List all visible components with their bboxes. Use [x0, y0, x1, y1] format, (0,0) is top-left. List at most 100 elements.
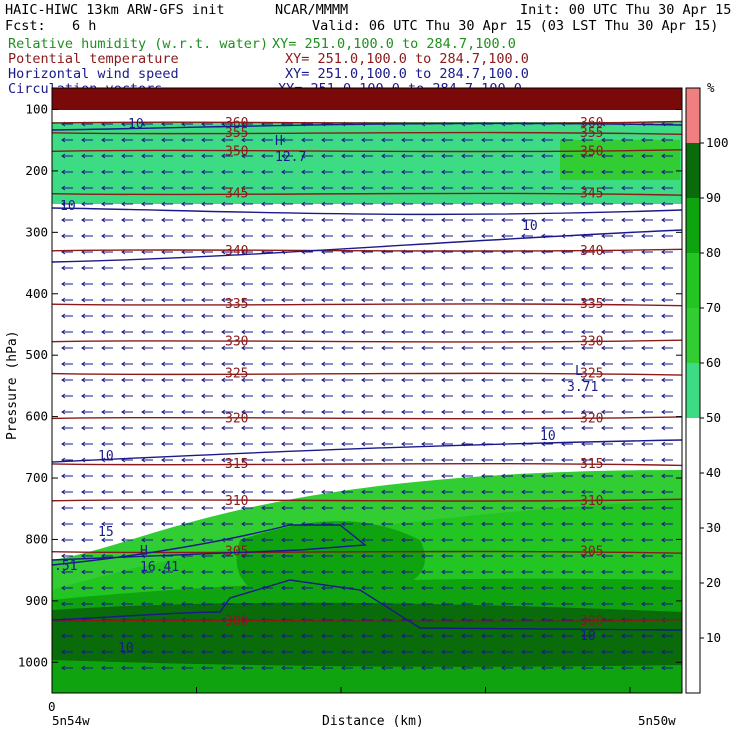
circulation-vector-head	[361, 601, 366, 607]
circulation-vector-head	[421, 185, 426, 191]
circulation-vector-head	[561, 393, 566, 399]
circulation-vector-head	[401, 217, 406, 223]
circulation-vector-head	[361, 425, 366, 431]
circulation-vector-head	[181, 297, 186, 303]
circulation-vector-head	[661, 457, 666, 463]
circulation-vector-head	[421, 665, 426, 671]
circulation-vector-head	[121, 201, 126, 207]
circulation-vector-head	[541, 169, 546, 175]
circulation-vector-head	[401, 233, 406, 239]
colorbar-tick-label: 30	[706, 520, 721, 535]
circulation-vector-head	[621, 585, 626, 591]
circulation-vector-head	[541, 377, 546, 383]
circulation-vector-head	[281, 521, 286, 527]
circulation-vector-head	[281, 265, 286, 271]
circulation-vector-head	[181, 185, 186, 191]
circulation-vector-head	[201, 169, 206, 175]
theta-contour-label: 315	[225, 457, 248, 472]
circulation-vector-head	[441, 425, 446, 431]
circulation-vector-head	[341, 201, 346, 207]
circulation-vector-head	[201, 425, 206, 431]
circulation-vector-head	[321, 217, 326, 223]
circulation-vector-head	[241, 265, 246, 271]
circulation-vector-head	[301, 393, 306, 399]
circulation-vector-head	[261, 329, 266, 335]
circulation-vector-head	[461, 585, 466, 591]
circulation-vector-head	[161, 297, 166, 303]
circulation-vector-head	[341, 569, 346, 575]
circulation-vector-head	[401, 585, 406, 591]
circulation-vector-head	[641, 537, 646, 543]
circulation-vector-head	[181, 649, 186, 655]
theta-contour-label: 325	[225, 367, 248, 382]
theta-label-pad	[223, 142, 253, 156]
circulation-vector-head	[501, 265, 506, 271]
circulation-vector-head	[101, 665, 106, 671]
circulation-vector-head	[621, 537, 626, 543]
circulation-vector-head	[581, 457, 586, 463]
circulation-vector-head	[501, 169, 506, 175]
circulation-vector-head	[581, 569, 586, 575]
circulation-vector-head	[641, 505, 646, 511]
circulation-vector-head	[121, 537, 126, 543]
circulation-vector-head	[521, 393, 526, 399]
circulation-vector-head	[241, 409, 246, 415]
circulation-vector-head	[301, 153, 306, 159]
circulation-vector-head	[441, 201, 446, 207]
circulation-vector-head	[221, 345, 226, 351]
circulation-vector-head	[621, 633, 626, 639]
circulation-vector-head	[381, 281, 386, 287]
circulation-vector-head	[461, 553, 466, 559]
circulation-vector-head	[221, 457, 226, 463]
circulation-vector-head	[601, 377, 606, 383]
circulation-vector-head	[161, 569, 166, 575]
field-name-wind: Horizontal wind speed	[8, 66, 179, 82]
circulation-vector-head	[101, 201, 106, 207]
circulation-vector-head	[441, 377, 446, 383]
circulation-vector-head	[581, 521, 586, 527]
circulation-vector-head	[641, 425, 646, 431]
circulation-vector-head	[281, 393, 286, 399]
circulation-vector-head	[461, 217, 466, 223]
circulation-vector-head	[221, 633, 226, 639]
circulation-vector-head	[421, 537, 426, 543]
circulation-vector-head	[641, 249, 646, 255]
circulation-vector-head	[361, 457, 366, 463]
circulation-vector-head	[81, 377, 86, 383]
circulation-vector-head	[141, 201, 146, 207]
wind-edge-value: .51	[54, 559, 77, 574]
circulation-vector-head	[621, 473, 626, 479]
circulation-vector-head	[401, 665, 406, 671]
circulation-vector-head	[61, 233, 66, 239]
circulation-vector-head	[481, 665, 486, 671]
circulation-vector-head	[361, 489, 366, 495]
circulation-vector-head	[641, 297, 646, 303]
circulation-vector-head	[261, 569, 266, 575]
theta-contour-label: 325	[580, 367, 603, 382]
circulation-vector-head	[161, 169, 166, 175]
circulation-vector-head	[341, 441, 346, 447]
circulation-vector-head	[201, 185, 206, 191]
circulation-vector-head	[501, 665, 506, 671]
circulation-vector-head	[321, 169, 326, 175]
circulation-vector-head	[641, 569, 646, 575]
circulation-vector-head	[61, 553, 66, 559]
circulation-vector-head	[381, 153, 386, 159]
circulation-vector-head	[361, 185, 366, 191]
circulation-vector-head	[221, 473, 226, 479]
circulation-vector-head	[61, 345, 66, 351]
circulation-vector-head	[421, 585, 426, 591]
circulation-vector-head	[141, 537, 146, 543]
circulation-vector-head	[601, 265, 606, 271]
circulation-vector-head	[461, 569, 466, 575]
circulation-vector-head	[621, 153, 626, 159]
circulation-vector-head	[421, 473, 426, 479]
circulation-vector-head	[261, 521, 266, 527]
circulation-vector-head	[601, 425, 606, 431]
circulation-vector-head	[441, 233, 446, 239]
circulation-vector-head	[641, 665, 646, 671]
circulation-vector-head	[501, 329, 506, 335]
circulation-vector-head	[441, 649, 446, 655]
circulation-vector-head	[461, 473, 466, 479]
circulation-vector-head	[421, 281, 426, 287]
